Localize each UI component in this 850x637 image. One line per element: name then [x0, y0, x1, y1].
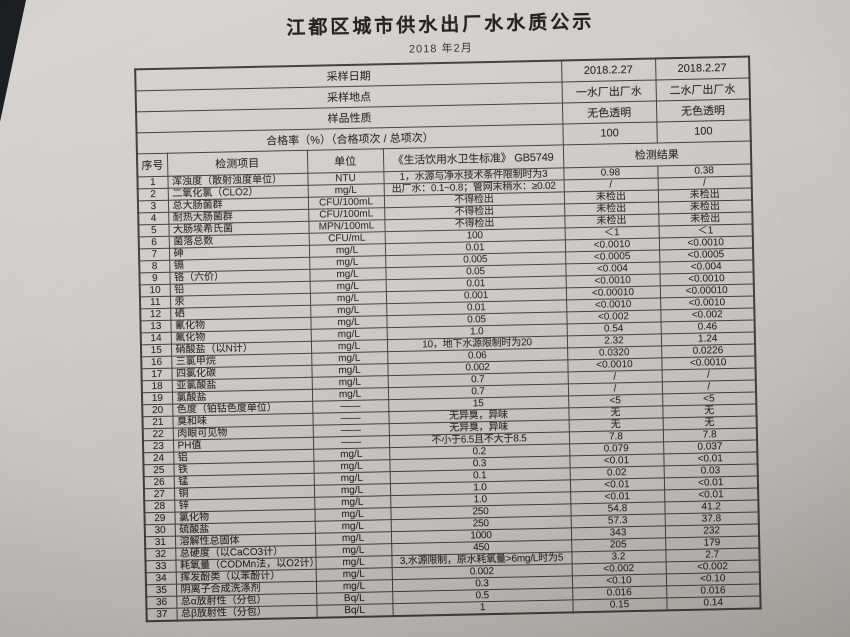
result-plant2-cell: 0.14	[666, 595, 761, 610]
seq-cell: 17	[141, 367, 172, 381]
unit-cell: CFU/100mL	[308, 207, 385, 221]
seq-cell: 26	[143, 475, 174, 489]
info-value-plant2: 100	[656, 119, 751, 143]
seq-cell: 1	[137, 175, 168, 189]
seq-cell: 23	[142, 439, 174, 453]
result-plant1-cell: 0.15	[572, 597, 667, 612]
seq-cell: 30	[144, 523, 175, 537]
seq-cell: 33	[145, 559, 176, 573]
seq-cell: 15	[140, 343, 172, 357]
seq-cell: 5	[138, 223, 169, 237]
seq-cell: 34	[145, 571, 176, 585]
seq-cell: 13	[140, 319, 171, 333]
seq-cell: 10	[139, 283, 170, 297]
seq-cell: 25	[143, 463, 174, 477]
seq-cell: 20	[142, 403, 173, 417]
seq-cell: 22	[142, 427, 173, 441]
unit-cell: MPN/100mL	[308, 219, 385, 233]
seq-cell: 37	[146, 607, 177, 621]
info-value-plant2: 二水厂出厂水	[655, 77, 750, 101]
col-header-unit: 单位	[306, 148, 384, 173]
col-header-seq: 序号	[136, 152, 168, 177]
seq-cell: 21	[142, 415, 173, 429]
seq-cell: 24	[143, 451, 174, 465]
seq-cell: 7	[138, 247, 170, 261]
seq-cell: 32	[145, 547, 176, 561]
info-value-plant1: 无色透明	[561, 100, 657, 124]
info-value-plant2: 无色透明	[655, 98, 751, 122]
seq-cell: 12	[140, 307, 171, 321]
col-header-item: 检测项目	[166, 149, 308, 176]
seq-cell: 31	[144, 535, 176, 549]
seq-cell: 35	[145, 583, 177, 597]
seq-cell: 36	[146, 595, 177, 609]
info-value-plant1: 2018.2.27	[561, 58, 656, 82]
seq-cell: 16	[141, 355, 172, 369]
item-cell: 总β放射性（分包）	[176, 604, 317, 621]
seq-cell: 18	[141, 379, 172, 393]
seq-cell: 4	[138, 211, 169, 225]
seq-cell: 27	[143, 487, 175, 501]
seq-cell: 2	[137, 187, 168, 201]
results-body: 1 浑浊度（散射浊度单位） NTU 1，水源与净水技术条件限制时为3 0.98 0.38 2…	[137, 163, 761, 621]
seq-cell: 6	[138, 235, 169, 249]
water-quality-table: 采样日期 2018.2.27 2018.2.27 采样地点 一水厂出厂水 二水厂…	[134, 55, 762, 622]
seq-cell: 29	[144, 511, 175, 525]
unit-cell: Bq/L	[316, 603, 393, 618]
seq-cell: 14	[140, 331, 171, 345]
document-sheet: 江都区城市供水出厂水水质公示 2018 年2月 采样日期 2018.2.27 2…	[133, 4, 762, 622]
info-value-plant1: 100	[562, 121, 657, 145]
info-value-plant1: 一水厂出厂水	[561, 79, 656, 103]
seq-cell: 9	[139, 271, 170, 285]
seq-cell: 19	[141, 391, 173, 405]
standard-cell: 1	[392, 599, 573, 616]
unit-cell: CFU/100mL	[307, 195, 385, 209]
info-value-plant2: 2018.2.27	[655, 56, 750, 80]
table-header-section: 采样日期 2018.2.27 2018.2.27 采样地点 一水厂出厂水 二水厂…	[135, 56, 752, 177]
seq-cell: 11	[139, 295, 171, 309]
seq-cell: 28	[144, 499, 175, 513]
seq-cell: 8	[139, 259, 170, 273]
seq-cell: 3	[137, 199, 169, 213]
corner-shadow	[0, 0, 26, 122]
